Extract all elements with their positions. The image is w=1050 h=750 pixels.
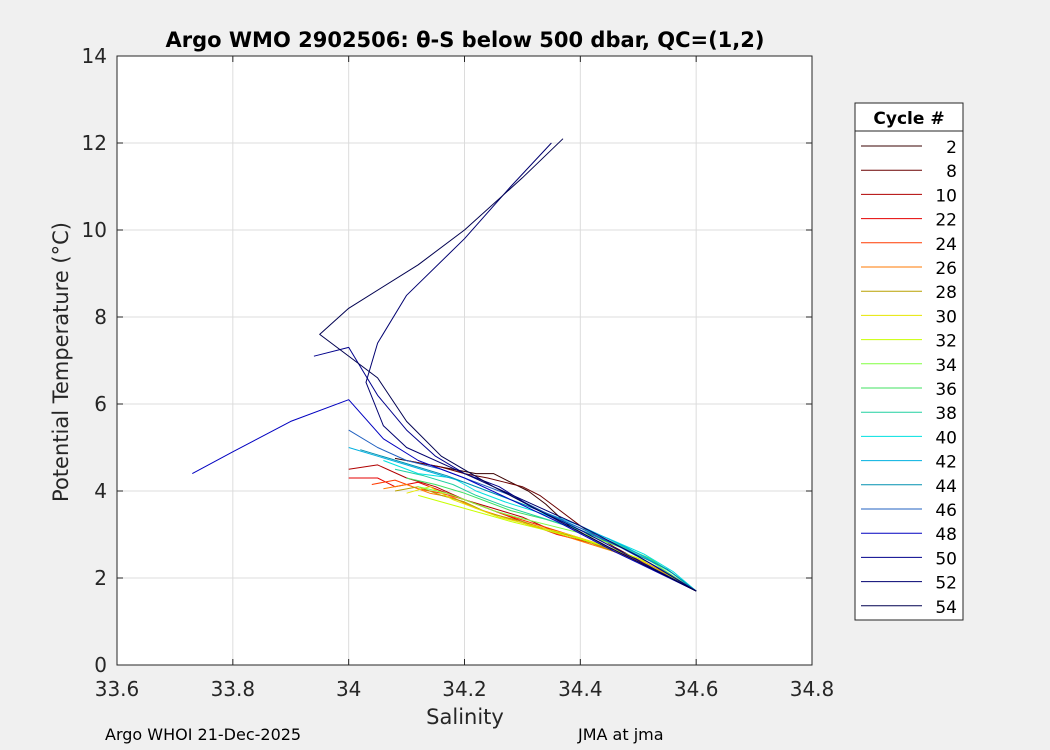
legend-entry-label: 50 [935, 549, 957, 569]
legend: Cycle # 28102224262830323436384042444648… [854, 102, 964, 621]
legend-entry-label: 2 [946, 138, 957, 158]
legend-entry-label: 46 [935, 501, 957, 521]
x-tick-label: 34.8 [790, 677, 835, 701]
x-axis: 33.6 33.8 34 34.2 34.4 34.6 34.8 [95, 56, 835, 701]
chart-title: Argo WMO 2902506: θ-S below 500 dbar, QC… [166, 28, 765, 52]
legend-box [854, 102, 964, 621]
legend-entry-label: 32 [935, 332, 957, 352]
legend-entry-label: 38 [935, 404, 957, 424]
footer-right-text: JMA at jma [578, 725, 664, 744]
legend-entry-label: 52 [935, 574, 957, 594]
x-tick-label: 34 [336, 677, 361, 701]
series-line-cycle-52 [365, 142, 697, 592]
x-tick-label: 34.6 [674, 677, 719, 701]
y-tick-label: 10 [82, 218, 107, 242]
y-axis-label: Potential Temperature (°C) [49, 222, 73, 502]
legend-entry-label: 10 [935, 186, 957, 206]
legend-entry-label: 30 [935, 307, 957, 327]
legend-entry-label: 48 [935, 525, 957, 545]
legend-entry-label: 40 [935, 428, 957, 448]
y-tick-label: 8 [94, 305, 107, 329]
x-tick-label: 33.8 [211, 677, 256, 701]
y-tick-label: 2 [94, 566, 107, 590]
y-axis: 0 2 4 6 8 10 12 14 [82, 44, 812, 677]
series-layer [192, 138, 697, 592]
y-tick-label: 6 [94, 392, 107, 416]
y-tick-label: 14 [82, 44, 107, 68]
legend-entry-label: 22 [935, 211, 957, 231]
series-line-cycle-54 [319, 138, 697, 592]
legend-entry-label: 54 [935, 598, 957, 618]
series-line-cycle-34 [418, 486, 697, 592]
x-axis-label: Salinity [426, 705, 504, 729]
legend-title: Cycle # [873, 109, 944, 129]
series-line-cycle-30 [406, 486, 697, 592]
legend-entry-label: 34 [935, 356, 957, 376]
legend-entry-label: 26 [935, 259, 957, 279]
y-tick-label: 4 [94, 479, 107, 503]
legend-entry-label: 24 [935, 235, 957, 255]
legend-entry-label: 42 [935, 453, 957, 473]
series-line-cycle-48 [192, 399, 697, 592]
footer-left-text: Argo WHOI 21-Dec-2025 [105, 725, 302, 744]
legend-entry-label: 44 [935, 477, 957, 497]
legend-entry-label: 28 [935, 283, 957, 303]
x-tick-label: 34.2 [442, 677, 487, 701]
y-tick-label: 12 [82, 131, 107, 155]
legend-entry-label: 8 [946, 162, 957, 182]
x-tick-label: 34.4 [558, 677, 603, 701]
y-tick-label: 0 [94, 653, 107, 677]
legend-entry-label: 36 [935, 380, 957, 400]
x-tick-label: 33.6 [95, 677, 140, 701]
